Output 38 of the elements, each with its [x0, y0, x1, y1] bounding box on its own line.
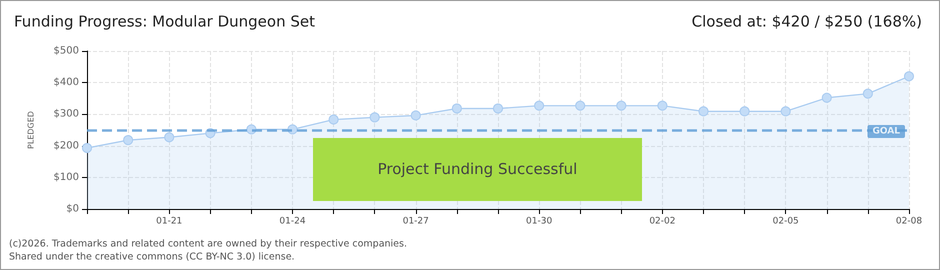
x-tick-label: 02-05 — [772, 216, 799, 226]
x-tick-label: 02-08 — [896, 216, 922, 226]
y-tick-label: $0 — [66, 204, 79, 214]
point — [370, 112, 380, 122]
text: (c)2026. Trademarks and related content are owned by their respective companies. — [9, 238, 407, 250]
chart-title: Funding Progress: Modular Dungeon Set — [14, 12, 316, 30]
point — [780, 106, 791, 116]
status-banner: Project Funding Successful — [313, 138, 642, 202]
point — [740, 106, 750, 116]
point — [410, 110, 421, 120]
y-tick-label: $100 — [54, 172, 79, 183]
point — [657, 100, 668, 111]
x-tick-label: 01-24 — [279, 216, 306, 226]
point — [862, 88, 873, 99]
y-axis-title: PLEDGED — [26, 111, 36, 149]
point — [82, 143, 92, 154]
chart-subtitle: Closed at: $420 / $250 (168%) — [692, 12, 922, 30]
y-tick-label: $400 — [54, 77, 79, 88]
y-tick-label: $200 — [54, 140, 79, 152]
text: Shared under the creative commons (CC BY-NC 3.0) license. — [9, 252, 295, 262]
point — [616, 100, 626, 111]
point — [534, 100, 544, 111]
point — [575, 100, 586, 111]
x-tick-label: 02-02 — [649, 216, 676, 226]
point — [452, 104, 462, 114]
point — [164, 132, 174, 142]
x-tick-label: 01-27 — [402, 216, 429, 226]
x-tick-label: 01-21 — [156, 216, 182, 226]
point — [904, 71, 914, 82]
point — [328, 114, 339, 125]
point — [123, 135, 134, 146]
point — [698, 106, 708, 116]
y-tick-label: $300 — [54, 108, 79, 120]
ref-line-label: GOAL — [872, 126, 900, 136]
y-tick-label: $500 — [54, 46, 79, 56]
point — [493, 104, 503, 114]
point — [822, 92, 832, 103]
x-tick-label: 01-30 — [526, 216, 552, 226]
